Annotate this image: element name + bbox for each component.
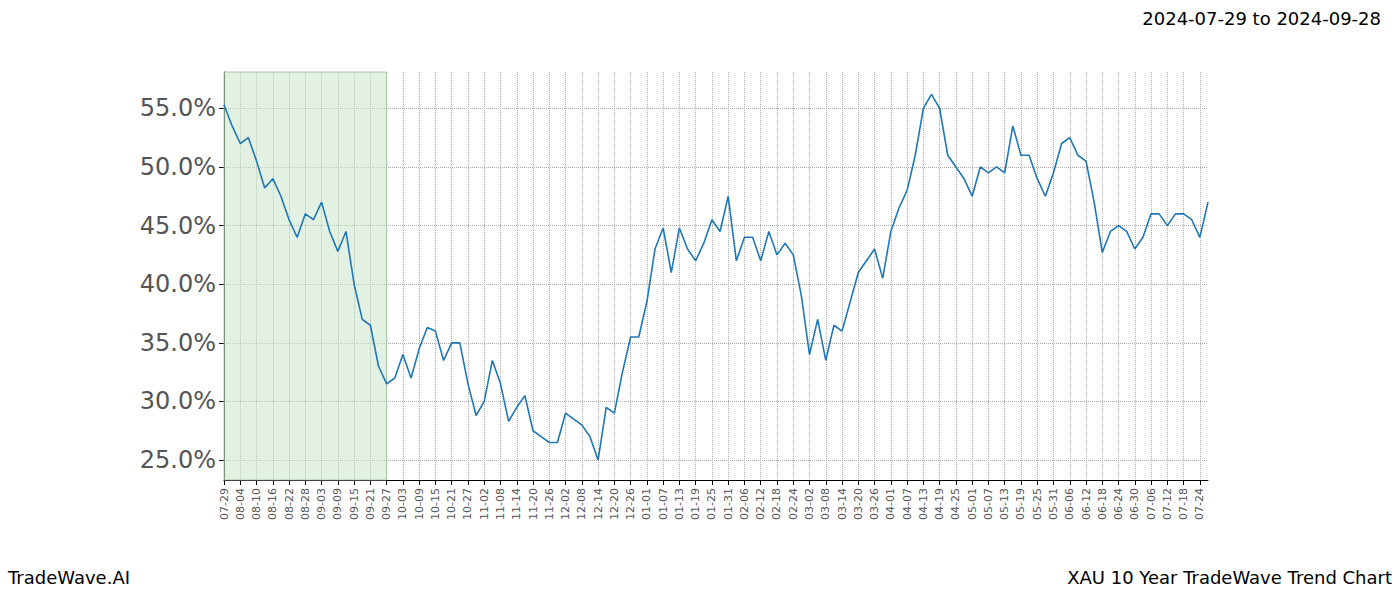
svg-text:11-20: 11-20 xyxy=(527,488,540,520)
svg-text:06-12: 06-12 xyxy=(1080,488,1093,520)
svg-text:04-01: 04-01 xyxy=(884,488,897,520)
svg-text:07-18: 07-18 xyxy=(1177,488,1190,520)
svg-text:06-06: 06-06 xyxy=(1063,488,1076,520)
svg-text:03-02: 03-02 xyxy=(803,488,816,520)
svg-text:01-25: 01-25 xyxy=(705,488,718,520)
svg-text:10-03: 10-03 xyxy=(396,488,409,520)
svg-text:07-12: 07-12 xyxy=(1161,488,1174,520)
svg-text:05-25: 05-25 xyxy=(1031,488,1044,520)
svg-text:04-07: 04-07 xyxy=(901,488,914,520)
svg-text:12-26: 12-26 xyxy=(624,488,637,520)
svg-text:02-12: 02-12 xyxy=(754,488,767,520)
svg-text:08-10: 08-10 xyxy=(250,488,263,520)
svg-text:12-02: 12-02 xyxy=(559,488,572,520)
svg-text:35.0%: 35.0% xyxy=(140,329,216,357)
svg-text:07-29: 07-29 xyxy=(218,488,231,520)
svg-text:30.0%: 30.0% xyxy=(140,387,216,415)
svg-text:45.0%: 45.0% xyxy=(140,212,216,240)
svg-text:03-08: 03-08 xyxy=(819,488,832,520)
svg-text:12-20: 12-20 xyxy=(608,488,621,520)
svg-text:10-21: 10-21 xyxy=(445,488,458,520)
svg-text:11-14: 11-14 xyxy=(510,488,523,520)
svg-text:04-19: 04-19 xyxy=(933,488,946,520)
svg-text:55.0%: 55.0% xyxy=(140,94,216,122)
svg-text:01-13: 01-13 xyxy=(673,488,686,520)
svg-text:02-18: 02-18 xyxy=(770,488,783,520)
svg-text:06-18: 06-18 xyxy=(1096,488,1109,520)
svg-text:11-02: 11-02 xyxy=(478,488,491,520)
svg-text:05-07: 05-07 xyxy=(982,488,995,520)
svg-text:40.0%: 40.0% xyxy=(140,270,216,298)
svg-text:12-14: 12-14 xyxy=(592,488,605,520)
svg-text:05-31: 05-31 xyxy=(1047,488,1060,520)
svg-text:06-24: 06-24 xyxy=(1112,488,1125,520)
svg-text:10-15: 10-15 xyxy=(429,488,442,520)
svg-text:TradeWave.AI: TradeWave.AI xyxy=(7,567,130,588)
svg-text:XAU 10 Year TradeWave Trend Ch: XAU 10 Year TradeWave Trend Chart xyxy=(1067,567,1392,588)
svg-text:02-24: 02-24 xyxy=(787,488,800,520)
svg-text:10-09: 10-09 xyxy=(413,488,426,520)
svg-text:06-30: 06-30 xyxy=(1128,488,1141,520)
svg-text:04-25: 04-25 xyxy=(949,488,962,520)
svg-text:09-21: 09-21 xyxy=(364,488,377,520)
svg-text:05-01: 05-01 xyxy=(966,488,979,520)
svg-text:08-16: 08-16 xyxy=(266,488,279,520)
svg-text:25.0%: 25.0% xyxy=(140,446,216,474)
svg-text:2024-07-29 to 2024-09-28: 2024-07-29 to 2024-09-28 xyxy=(1142,8,1381,29)
svg-text:50.0%: 50.0% xyxy=(140,153,216,181)
svg-text:08-22: 08-22 xyxy=(283,488,296,520)
svg-text:07-24: 07-24 xyxy=(1193,488,1206,520)
svg-text:11-08: 11-08 xyxy=(494,488,507,520)
svg-text:12-08: 12-08 xyxy=(575,488,588,520)
svg-text:09-15: 09-15 xyxy=(348,488,361,520)
svg-text:02-06: 02-06 xyxy=(738,488,751,520)
svg-text:09-09: 09-09 xyxy=(331,488,344,520)
svg-text:10-27: 10-27 xyxy=(461,488,474,520)
svg-text:09-03: 09-03 xyxy=(315,488,328,520)
svg-text:09-27: 09-27 xyxy=(380,488,393,520)
svg-text:05-13: 05-13 xyxy=(998,488,1011,520)
svg-text:03-26: 03-26 xyxy=(868,488,881,520)
svg-text:08-28: 08-28 xyxy=(299,488,312,520)
svg-text:01-31: 01-31 xyxy=(722,488,735,520)
svg-text:01-01: 01-01 xyxy=(640,488,653,520)
svg-text:01-19: 01-19 xyxy=(689,488,702,520)
svg-text:11-26: 11-26 xyxy=(543,488,556,520)
svg-text:01-07: 01-07 xyxy=(657,488,670,520)
svg-text:07-06: 07-06 xyxy=(1145,488,1158,520)
svg-text:08-04: 08-04 xyxy=(234,488,247,520)
svg-text:04-13: 04-13 xyxy=(917,488,930,520)
svg-text:03-20: 03-20 xyxy=(852,488,865,520)
svg-text:03-14: 03-14 xyxy=(836,488,849,520)
svg-text:05-19: 05-19 xyxy=(1014,488,1027,520)
